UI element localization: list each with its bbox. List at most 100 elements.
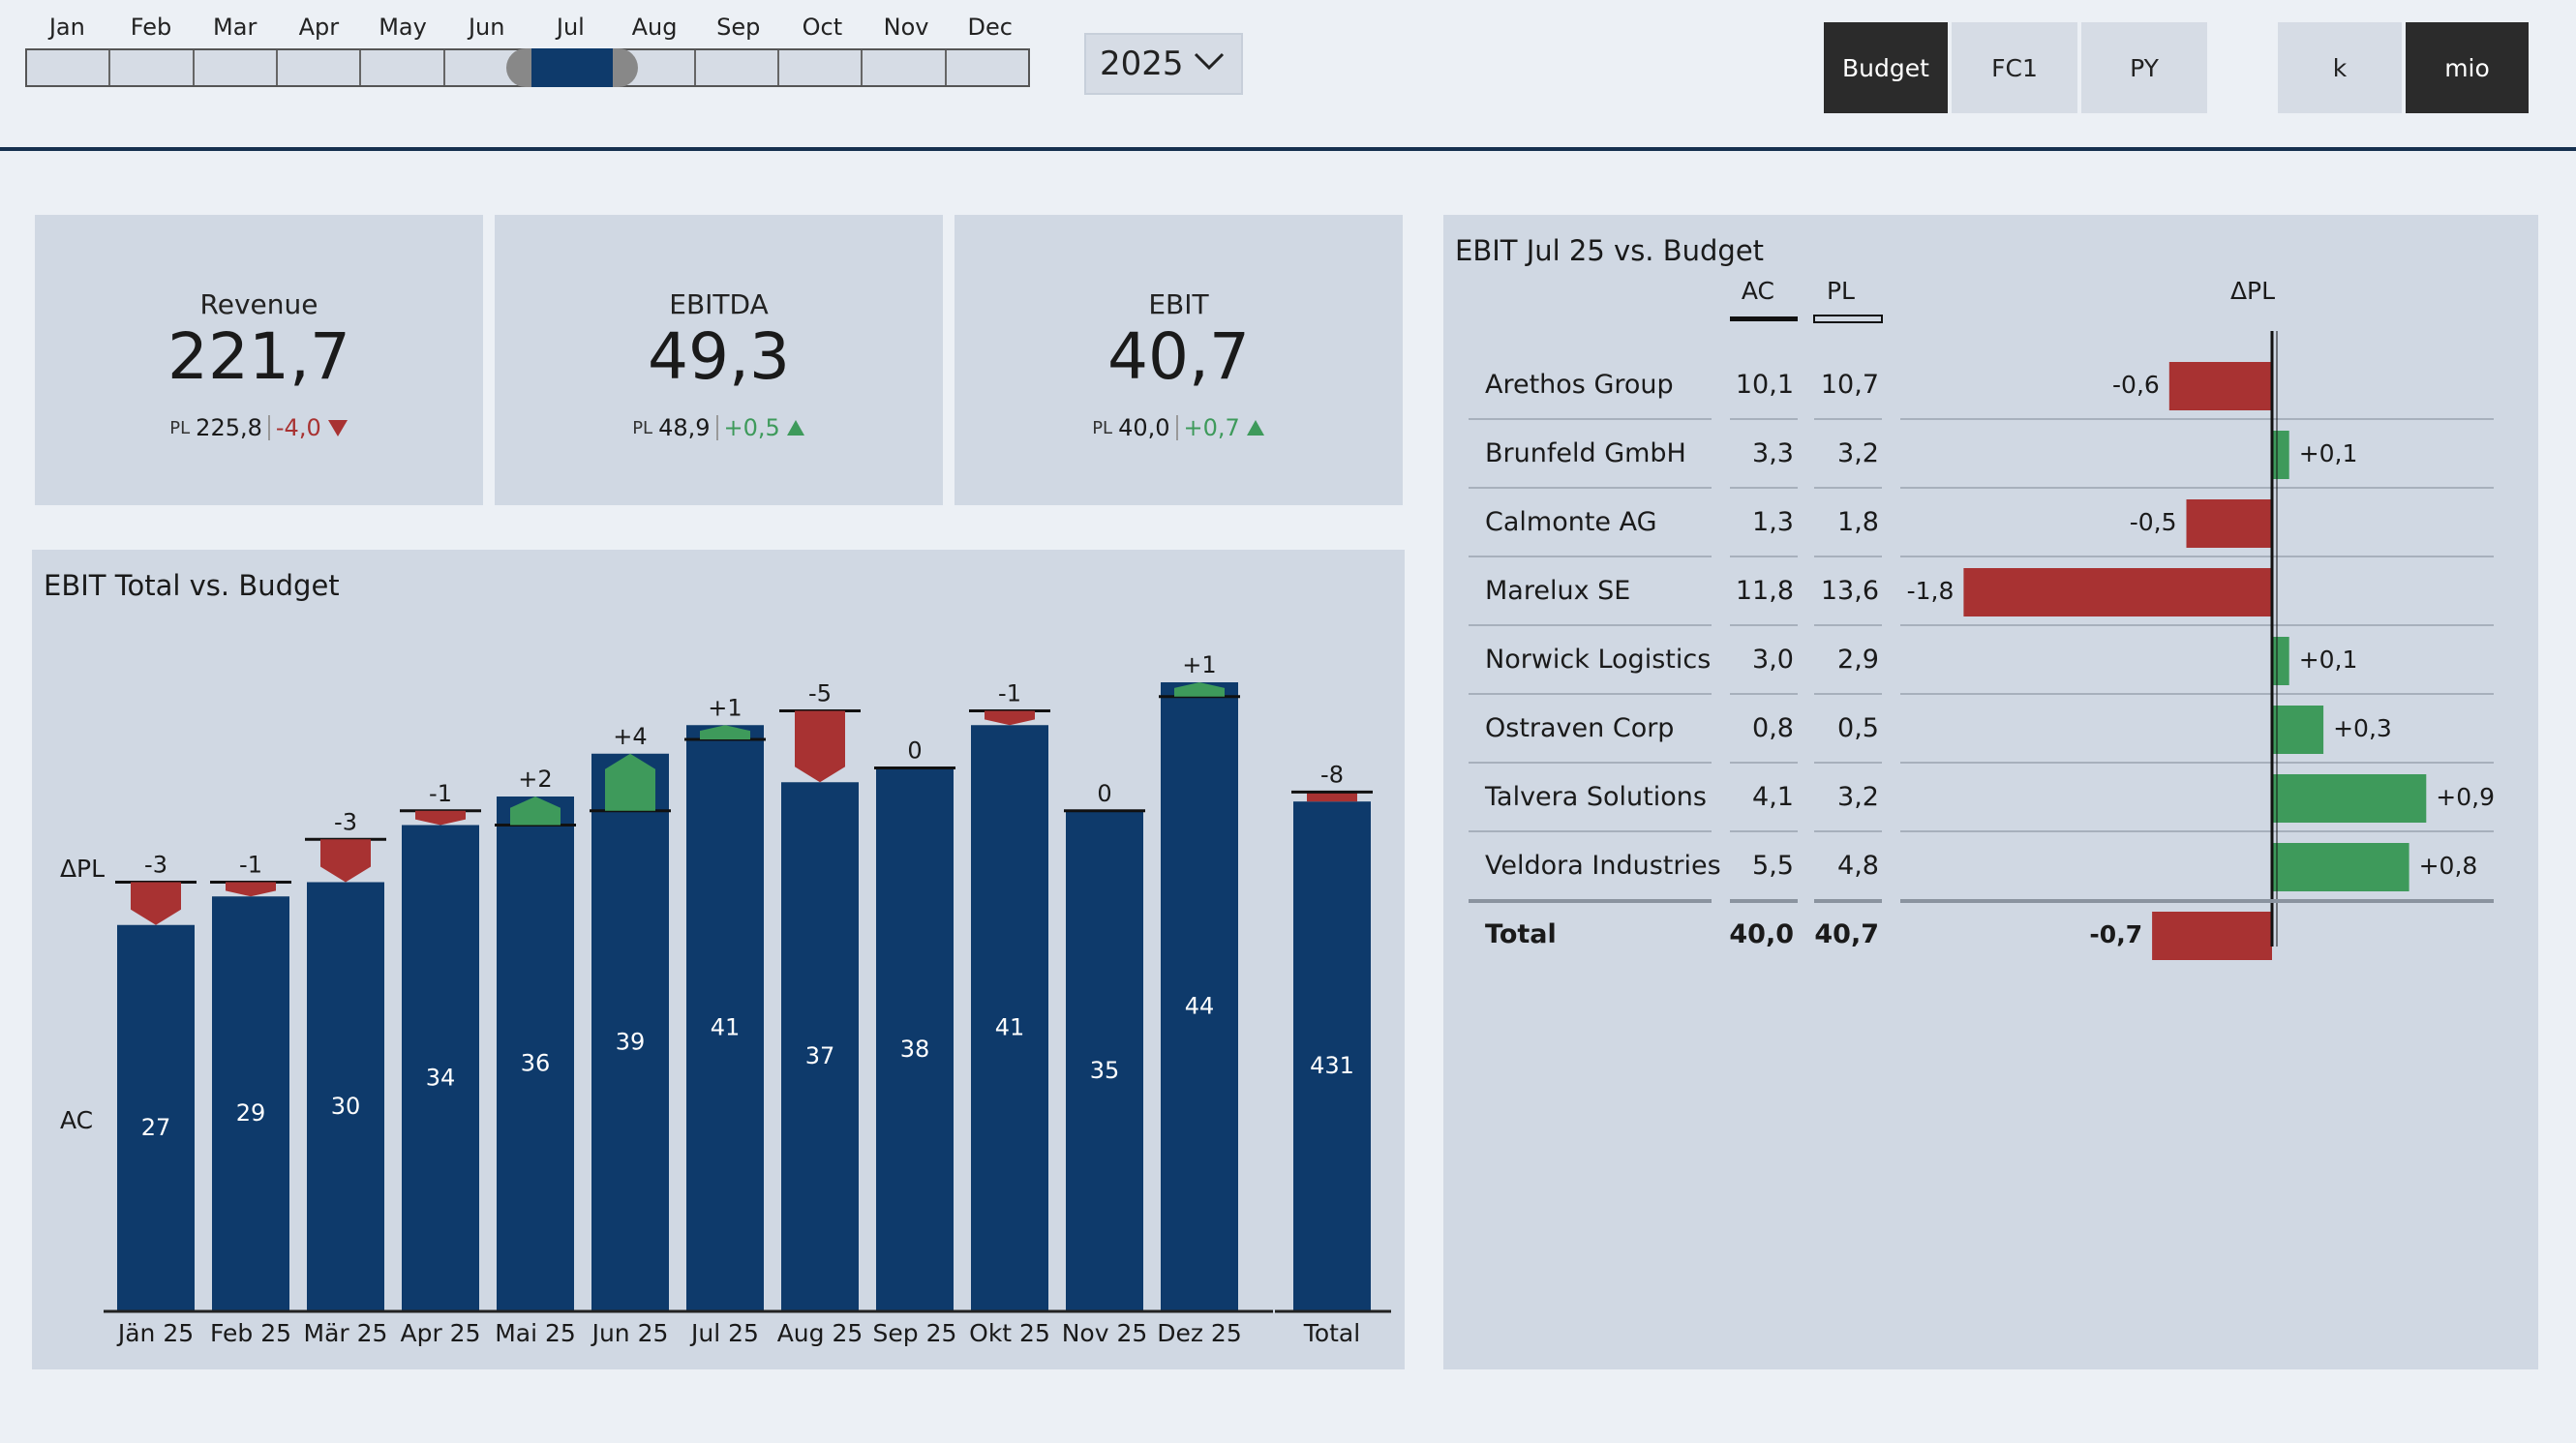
delta-bar-positive <box>2272 431 2289 479</box>
x-tick-label: Okt 25 <box>969 1319 1050 1347</box>
delta-bar-negative <box>985 710 1035 726</box>
delta-label: +4 <box>613 723 647 750</box>
month-cell-feb[interactable] <box>110 50 195 85</box>
delta-label: -1 <box>998 680 1021 707</box>
kpi-pl-value: 225,8 <box>196 414 262 441</box>
scenario-fc1-button[interactable]: FC1 <box>1952 22 2077 113</box>
table-cell-ac: 40,0 <box>1729 919 1794 949</box>
kpi-delta: +0,5 <box>723 414 780 441</box>
triangle-up-icon <box>786 420 804 436</box>
table-title: EBIT Jul 25 vs. Budget <box>1455 234 1765 267</box>
delta-label: -0,5 <box>2130 508 2177 536</box>
table-cell-pl: 13,6 <box>1821 576 1879 606</box>
delta-bar-negative <box>320 839 371 883</box>
month-cell-may[interactable] <box>361 50 445 85</box>
delta-label: +0,3 <box>2333 714 2392 742</box>
scenario-py-button[interactable]: PY <box>2081 22 2207 113</box>
kpi-label: EBIT <box>1148 288 1209 320</box>
delta-label: +1 <box>1182 651 1216 678</box>
ac-bar-label: 30 <box>331 1093 361 1120</box>
delta-label: -1 <box>429 780 452 807</box>
table-cell-pl: 4,8 <box>1837 851 1879 881</box>
delta-label: +0,9 <box>2436 783 2495 811</box>
col-header-ac: AC <box>1742 277 1774 305</box>
kpi-separator <box>1175 415 1178 440</box>
month-cell-nov[interactable] <box>863 50 947 85</box>
month-label-jul[interactable]: Jul <box>556 14 585 41</box>
total-delta-label: -8 <box>1320 761 1344 788</box>
delta-bar-positive <box>605 753 655 811</box>
year-dropdown-value: 2025 <box>1100 45 1184 83</box>
month-label-feb[interactable]: Feb <box>130 14 172 41</box>
kpi-card-ebitda: EBITDA 49,3 PL 48,9 +0,5 <box>495 215 943 505</box>
table-row-name: Marelux SE <box>1485 576 1630 606</box>
table-row-name: Talvera Solutions <box>1484 782 1707 812</box>
table-row-name: Ostraven Corp <box>1485 713 1674 743</box>
delta-label: -5 <box>808 680 832 707</box>
table-cell-ac: 4,1 <box>1752 782 1794 812</box>
month-label-sep[interactable]: Sep <box>716 14 761 41</box>
scenario-budget-button[interactable]: Budget <box>1824 22 1948 113</box>
delta-label: -3 <box>334 808 357 835</box>
unit-mio-button[interactable]: mio <box>2406 22 2529 113</box>
kpi-separator <box>267 415 270 440</box>
delta-bar-negative <box>1963 568 2272 616</box>
kpi-pl-value: 40,0 <box>1118 414 1170 441</box>
month-cell-sep[interactable] <box>696 50 779 85</box>
kpi-delta: -4,0 <box>275 414 321 441</box>
delta-label: +0,1 <box>2299 439 2358 467</box>
ac-bar <box>686 725 764 1310</box>
month-cell-mar[interactable] <box>195 50 278 85</box>
year-dropdown[interactable]: 2025 <box>1084 33 1243 95</box>
table-cell-ac: 3,3 <box>1752 438 1794 468</box>
ebit-entity-panel: EBIT Jul 25 vs. Budget AC PL ΔPL Arethos Gr… <box>1443 215 2538 1369</box>
ac-bar <box>876 767 954 1310</box>
row-label-delta: ΔPL <box>60 855 105 883</box>
month-slicer-left-handle[interactable] <box>506 48 531 87</box>
delta-label: -3 <box>144 852 167 879</box>
unit-k-button[interactable]: k <box>2278 22 2402 113</box>
delta-bar-positive <box>2272 637 2289 685</box>
delta-bar-negative <box>226 882 276 897</box>
ac-bar-label: 35 <box>1090 1057 1120 1084</box>
ac-bar-label: 36 <box>521 1050 551 1077</box>
month-label-jun[interactable]: Jun <box>468 14 505 41</box>
delta-label: +0,8 <box>2419 852 2478 880</box>
month-cell-apr[interactable] <box>278 50 362 85</box>
x-tick-label: Feb 25 <box>210 1319 291 1347</box>
table-cell-pl: 1,8 <box>1837 507 1879 537</box>
month-label-apr[interactable]: Apr <box>298 14 340 41</box>
ac-bar-label: 38 <box>900 1036 930 1063</box>
kpi-card-revenue: Revenue 221,7 PL 225,8 -4,0 <box>35 215 483 505</box>
kpi-comparison: PL 225,8 -4,0 <box>35 414 483 441</box>
month-label-may[interactable]: May <box>379 14 427 41</box>
table-cell-ac: 11,8 <box>1736 576 1794 606</box>
table-cell-ac: 3,0 <box>1752 645 1794 675</box>
month-label-jan[interactable]: Jan <box>48 14 85 41</box>
month-cell-aug[interactable] <box>612 50 696 85</box>
delta-label: +2 <box>518 766 552 793</box>
month-label-mar[interactable]: Mar <box>213 14 258 41</box>
ac-bar <box>1161 682 1238 1310</box>
delta-bar-negative <box>2168 362 2272 410</box>
month-cell-oct[interactable] <box>779 50 864 85</box>
month-cell-jan[interactable] <box>27 50 111 85</box>
ebit-monthly-chart: ΔPL AC 27 Jän 25 -3 29 Feb 25 -1 30 Mär 25 -3 34 Apr… <box>60 651 1391 1347</box>
table-total-label: Total <box>1485 919 1557 949</box>
kpi-pl-tag: PL <box>169 417 191 438</box>
scenario-fc1-label: FC1 <box>1991 53 2038 82</box>
table-cell-pl: 10,7 <box>1821 370 1879 400</box>
month-slicer-selection[interactable] <box>528 48 613 87</box>
month-cell-dec[interactable] <box>947 50 1028 85</box>
month-label-nov[interactable]: Nov <box>883 14 929 41</box>
table-cell-pl: 3,2 <box>1837 438 1879 468</box>
month-label-aug[interactable]: Aug <box>631 14 678 41</box>
x-tick-label: Dez 25 <box>1157 1319 1242 1347</box>
delta-bar-positive <box>700 725 750 739</box>
table-row-name: Brunfeld GmbH <box>1485 438 1686 468</box>
kpi-value: 49,3 <box>648 319 790 394</box>
month-label-oct[interactable]: Oct <box>802 14 843 41</box>
month-label-dec[interactable]: Dec <box>967 14 1013 41</box>
table-cell-ac: 1,3 <box>1752 507 1794 537</box>
x-tick-label: Mai 25 <box>495 1319 576 1347</box>
